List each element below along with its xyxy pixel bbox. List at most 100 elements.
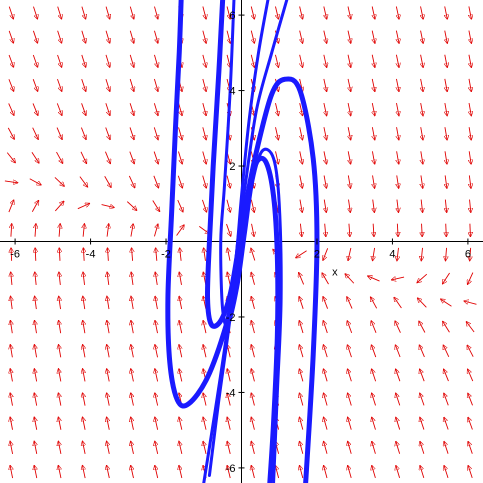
field-arrow [8, 54, 13, 67]
field-arrow [4, 181, 18, 183]
field-arrow [397, 151, 399, 164]
field-arrow [83, 369, 85, 382]
field-arrow [323, 321, 328, 334]
field-arrow [131, 224, 133, 237]
field-arrow [324, 465, 328, 479]
field-arrow [58, 417, 61, 430]
field-arrow [131, 441, 134, 454]
field-arrow [349, 223, 350, 237]
field-arrow [34, 369, 36, 382]
field-arrow [35, 224, 36, 237]
trajectory-curve [207, 0, 289, 477]
field-arrow [227, 441, 231, 454]
field-arrow [444, 441, 449, 454]
field-arrow [104, 176, 111, 187]
field-arrow [154, 224, 158, 237]
field-arrow [227, 417, 231, 430]
field-arrow [275, 6, 278, 20]
field-arrow [226, 6, 230, 20]
field-arrow [348, 102, 351, 116]
field-arrow [300, 30, 303, 44]
field-arrow [54, 201, 64, 212]
field-arrow [299, 369, 304, 382]
field-arrow [372, 151, 374, 164]
field-arrow [155, 296, 157, 310]
field-arrow [300, 175, 303, 189]
field-arrow [202, 78, 206, 92]
field-arrow [105, 103, 110, 115]
field-arrow [10, 441, 13, 454]
field-arrow [348, 393, 352, 406]
field-arrow [82, 417, 85, 430]
field-arrow [32, 79, 38, 91]
field-arrow [373, 247, 375, 261]
field-arrow [394, 297, 402, 309]
field-arrow [299, 272, 305, 285]
field-arrow [468, 369, 474, 382]
field-arrow [348, 54, 351, 68]
field-arrow [251, 441, 255, 454]
field-arrow [179, 465, 182, 479]
field-arrow [203, 417, 206, 430]
field-arrow [299, 393, 304, 406]
field-arrow [299, 345, 304, 358]
field-arrow [372, 6, 375, 19]
field-arrow [396, 417, 401, 430]
field-arrow [107, 417, 110, 430]
field-arrow [156, 248, 157, 261]
field-arrow [59, 272, 60, 285]
field-arrow [347, 297, 353, 309]
field-arrow [131, 393, 134, 406]
field-arrow [444, 393, 449, 406]
field-arrow [372, 465, 376, 479]
field-arrow [421, 30, 424, 44]
field-arrow [324, 151, 327, 164]
field-arrow [105, 78, 110, 91]
field-arrow [35, 272, 36, 285]
field-arrow [368, 276, 380, 282]
field-arrow [226, 175, 230, 189]
field-arrow [324, 78, 327, 92]
field-arrow [396, 465, 401, 479]
field-arrow [396, 369, 401, 382]
field-arrow [56, 103, 62, 115]
field-arrow [83, 393, 86, 406]
field-arrow [419, 321, 426, 333]
field-arrow [300, 127, 303, 140]
field-arrow [155, 465, 158, 479]
field-arrow [372, 102, 375, 116]
field-arrow [81, 54, 86, 67]
field-arrow [226, 30, 230, 44]
field-arrow [34, 320, 36, 334]
field-arrow [155, 345, 158, 358]
field-arrow [226, 199, 230, 213]
field-arrow [129, 78, 134, 91]
field-arrow [469, 127, 471, 140]
field-arrow [251, 199, 254, 213]
field-arrow [227, 272, 230, 285]
field-arrow [421, 54, 424, 68]
field-arrow [6, 152, 15, 163]
field-arrow [204, 248, 206, 261]
field-arrow [8, 103, 14, 115]
field-arrow [442, 272, 450, 284]
trajectory-curve [219, 0, 283, 483]
field-arrow [372, 369, 377, 382]
field-arrow [11, 224, 12, 237]
field-arrow [129, 54, 134, 67]
field-arrow [445, 30, 448, 44]
x-axis-label: x [332, 266, 338, 278]
field-arrow [445, 247, 446, 261]
field-arrow [105, 151, 110, 164]
field-arrow [251, 296, 255, 310]
field-arrow [203, 441, 206, 454]
y-tick-label: -6 [226, 463, 236, 475]
field-arrow [31, 200, 38, 212]
field-arrow [419, 345, 425, 358]
y-tick-label: -4 [226, 387, 236, 399]
field-arrow [323, 297, 329, 309]
field-arrow [155, 417, 158, 430]
field-arrow [421, 175, 423, 188]
field-arrow [58, 465, 61, 479]
field-arrow [417, 298, 427, 308]
